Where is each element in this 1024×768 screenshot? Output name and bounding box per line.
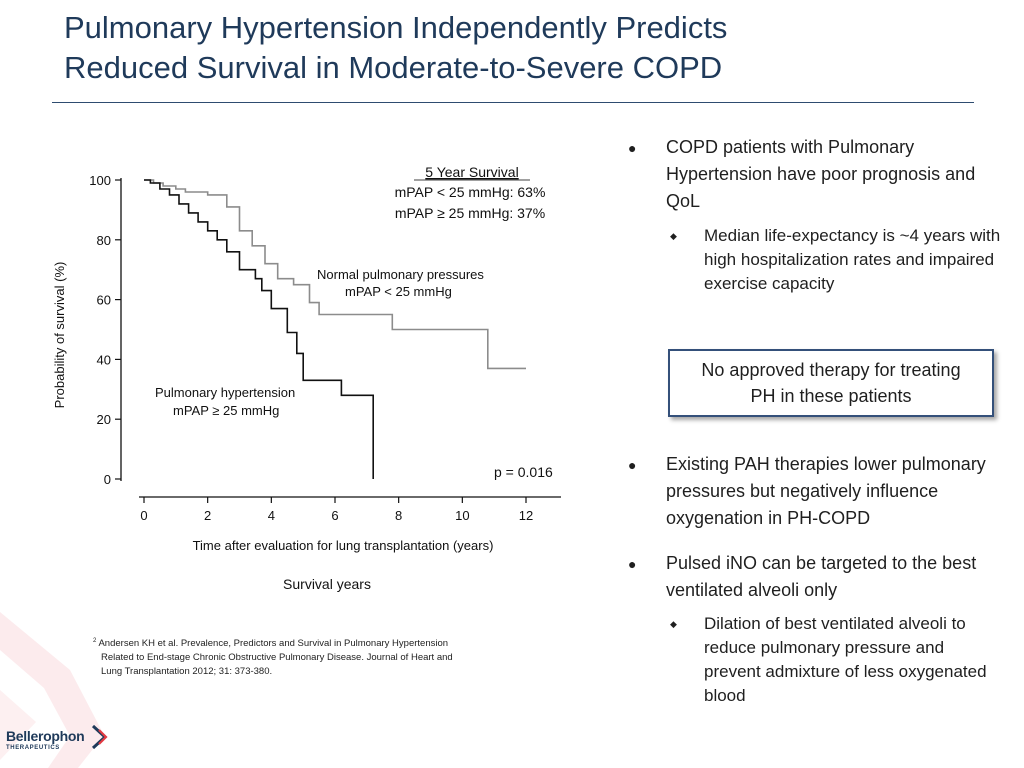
x-tick-label: 10: [455, 508, 469, 523]
bullet-dot-icon: ●: [628, 140, 637, 156]
y-ticks: 0 20 40 60 80 100: [89, 173, 121, 487]
y-tick-label: 0: [104, 472, 111, 487]
y-tick-label: 100: [89, 173, 111, 188]
diamond-bullet-icon: ◆: [670, 231, 677, 241]
title-divider: [52, 102, 974, 103]
sub-bullet-text: Dilation of best ventilated alveoli to r…: [704, 614, 987, 705]
bullet-text: COPD patients with Pulmonary Hypertensio…: [666, 137, 976, 211]
series-line-normal-pressures: [144, 179, 526, 370]
x-tick-label: 0: [140, 508, 147, 523]
bullet-text: Pulsed iNO can be targeted to the best v…: [666, 553, 977, 600]
title-line-2: Reduced Survival in Moderate-to-Severe C…: [64, 50, 723, 85]
legend-normal-sublabel: mPAP < 25 mmHg: [345, 284, 452, 299]
bullet-dot-icon: ●: [628, 457, 637, 473]
x-tick-label: 4: [268, 508, 275, 523]
title-line-1: Pulmonary Hypertension Independently Pre…: [64, 10, 728, 45]
annotation-line-1: mPAP < 25 mmHg: 63%: [395, 184, 546, 200]
reference-footnote: 2 Andersen KH et al. Prevalence, Predict…: [93, 634, 513, 679]
y-tick-label: 60: [97, 293, 111, 308]
chevron-logo-icon: [91, 724, 108, 750]
x-tick-label: 12: [519, 508, 533, 523]
bullet-dot-icon: ●: [628, 556, 637, 572]
x-ticks: 0 2 4 6 8 10 12: [140, 497, 533, 523]
callout-box: No approved therapy for treating PH in t…: [668, 349, 994, 417]
company-logo: Bellerophon THERAPEUTICS: [4, 724, 114, 764]
footnote-line-3: Lung Transplantation 2012; 31: 373-380.: [101, 666, 273, 678]
x-tick-label: 2: [204, 508, 211, 523]
callout-text: No approved therapy for treating PH in t…: [701, 360, 961, 406]
chart-axes: [120, 178, 561, 498]
y-tick-label: 80: [97, 233, 111, 248]
annotation-line-2: mPAP ≥ 25 mmHg: 37%: [395, 205, 545, 221]
survival-chart: 0 20 40 60 80 100 0 2 4 6 8 10 12 Probability of su…: [52, 164, 561, 592]
annotation-heading: 5 Year Survival: [425, 164, 518, 180]
legend-normal-name: Normal pulmonary pressures: [317, 267, 484, 282]
x-tick-label: 8: [395, 508, 402, 523]
y-tick-label: 40: [97, 352, 111, 367]
sub-bullet-text: Median life-expectancy is ~4 years with …: [704, 226, 1001, 293]
chart-caption: Survival years: [283, 576, 371, 592]
footnote-line-2: Related to End-stage Chronic Obstructive…: [101, 652, 453, 664]
footnote-line-1: 2 Andersen KH et al. Prevalence, Predict…: [93, 634, 513, 651]
series-line-pulmonary-hypertension: [144, 179, 374, 479]
slide-title: Pulmonary Hypertension Independently Pre…: [64, 8, 964, 88]
x-axis-title: Time after evaluation for lung transplan…: [193, 538, 494, 553]
y-axis-title: Probability of survival (%): [52, 262, 67, 409]
bullet-text: Existing PAH therapies lower pulmonary p…: [666, 454, 986, 528]
logo-wordmark: Bellerophon: [6, 728, 85, 744]
legend-ph-name: Pulmonary hypertension: [155, 385, 295, 400]
footnote-marker: 2: [93, 638, 97, 644]
y-tick-label: 20: [97, 412, 111, 427]
footnote-text-1: Andersen KH et al. Prevalence, Predictor…: [98, 638, 449, 650]
legend-ph-sublabel: mPAP ≥ 25 mmHg: [173, 403, 279, 418]
diamond-bullet-icon: ◆: [670, 619, 677, 629]
x-tick-label: 6: [331, 508, 338, 523]
p-value: p = 0.016: [494, 464, 553, 480]
logo-subtitle: THERAPEUTICS: [6, 745, 60, 751]
